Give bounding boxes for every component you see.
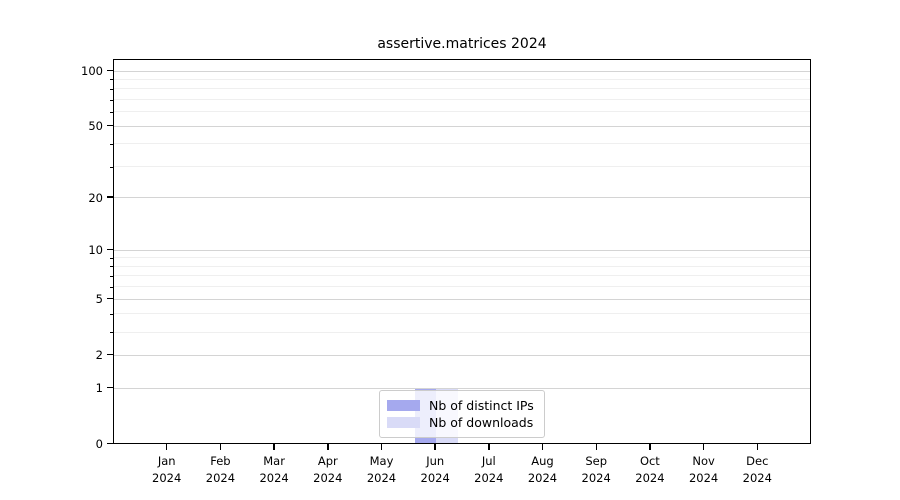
legend-item-downloads: Nb of downloads (387, 414, 536, 431)
x-tick-jul (488, 444, 490, 450)
y-minor-tick-6 (110, 286, 113, 288)
x-tick-label-mar: Mar 2024 (259, 454, 289, 485)
gridline-60 (114, 111, 810, 113)
gridline-40 (114, 143, 810, 145)
y-minor-tick-4 (110, 313, 113, 315)
gridline-80 (114, 88, 810, 90)
x-tick-feb (219, 444, 222, 450)
gridline-10 (114, 249, 810, 251)
gridline-6 (114, 286, 810, 288)
x-tick-dec (756, 444, 759, 450)
x-tick-mar (273, 444, 275, 450)
x-tick-label-jul: Jul 2024 (474, 454, 504, 485)
x-tick-label-nov: Nov 2024 (688, 454, 719, 485)
gridline-70 (114, 99, 810, 100)
x-tick-label-feb: Feb 2024 (205, 454, 236, 485)
y-minor-tick-30 (110, 166, 113, 168)
x-tick-label-apr: Apr 2024 (313, 454, 343, 485)
y-tick-label-10: 10 (88, 243, 103, 258)
gridline-20 (114, 197, 810, 199)
plot-area: Nb of distinct IPs Nb of downloads (113, 59, 811, 444)
x-tick-nov (702, 444, 705, 450)
y-tick-20 (107, 196, 113, 198)
y-tick-50 (107, 124, 113, 127)
y-minor-tick-90 (110, 79, 113, 81)
gridline-2 (114, 354, 810, 356)
x-tick-oct (649, 444, 651, 450)
y-tick-label-20: 20 (88, 190, 103, 205)
x-tick-aug (541, 444, 544, 450)
gridline-90 (114, 78, 810, 80)
y-tick-label-100: 100 (81, 64, 103, 78)
legend-item-distinct-ips: Nb of distinct IPs (387, 397, 536, 414)
x-tick-label-may: May 2024 (366, 454, 397, 485)
chart-title: assertive.matrices 2024 (377, 36, 547, 52)
legend-label: Nb of distinct IPs (429, 398, 534, 413)
gridline-50 (114, 125, 810, 127)
y-tick-label-2: 2 (95, 348, 103, 363)
x-tick-jun (434, 444, 436, 450)
x-tick-may (380, 444, 383, 450)
x-tick-label-sep: Sep 2024 (581, 454, 611, 485)
x-tick-label-jan: Jan 2024 (152, 454, 182, 485)
y-tick-label-50: 50 (88, 119, 103, 134)
y-minor-tick-70 (110, 99, 113, 101)
y-tick-label-5: 5 (95, 292, 103, 307)
y-tick-100 (107, 69, 113, 71)
y-tick-0 (107, 442, 113, 444)
x-tick-label-oct: Oct 2024 (635, 454, 665, 485)
y-tick-label-1: 1 (95, 381, 103, 395)
gridline-4 (114, 313, 810, 315)
legend-swatch-icon (387, 400, 420, 411)
y-tick-label-0: 0 (95, 437, 103, 451)
gridline-7 (114, 275, 810, 277)
legend-label: Nb of downloads (429, 415, 534, 430)
legend: Nb of distinct IPs Nb of downloads (379, 390, 545, 438)
y-minor-tick-3 (110, 332, 113, 333)
y-minor-tick-7 (110, 275, 113, 277)
x-tick-label-dec: Dec 2024 (742, 454, 772, 485)
y-minor-tick-8 (110, 266, 113, 268)
y-tick-10 (107, 248, 113, 251)
gridline-1 (114, 387, 810, 389)
y-minor-tick-60 (110, 111, 113, 113)
x-tick-jan (165, 444, 168, 450)
x-tick-apr (327, 444, 329, 450)
x-tick-label-aug: Aug 2024 (527, 454, 558, 485)
x-tick-sep (595, 444, 597, 450)
gridline-30 (114, 166, 810, 167)
gridline-5 (114, 298, 810, 300)
gridline-100 (114, 70, 810, 72)
x-tick-label-jun: Jun 2024 (420, 454, 450, 485)
y-minor-tick-9 (110, 257, 113, 259)
y-minor-tick-80 (110, 88, 113, 90)
gridline-8 (114, 265, 810, 267)
gridline-9 (114, 257, 810, 259)
y-minor-tick-40 (110, 143, 113, 145)
legend-swatch-icon (387, 417, 420, 428)
y-tick-5 (107, 297, 113, 300)
y-tick-2 (107, 353, 113, 356)
gridline-3 (114, 331, 810, 333)
y-tick-1 (107, 386, 113, 388)
